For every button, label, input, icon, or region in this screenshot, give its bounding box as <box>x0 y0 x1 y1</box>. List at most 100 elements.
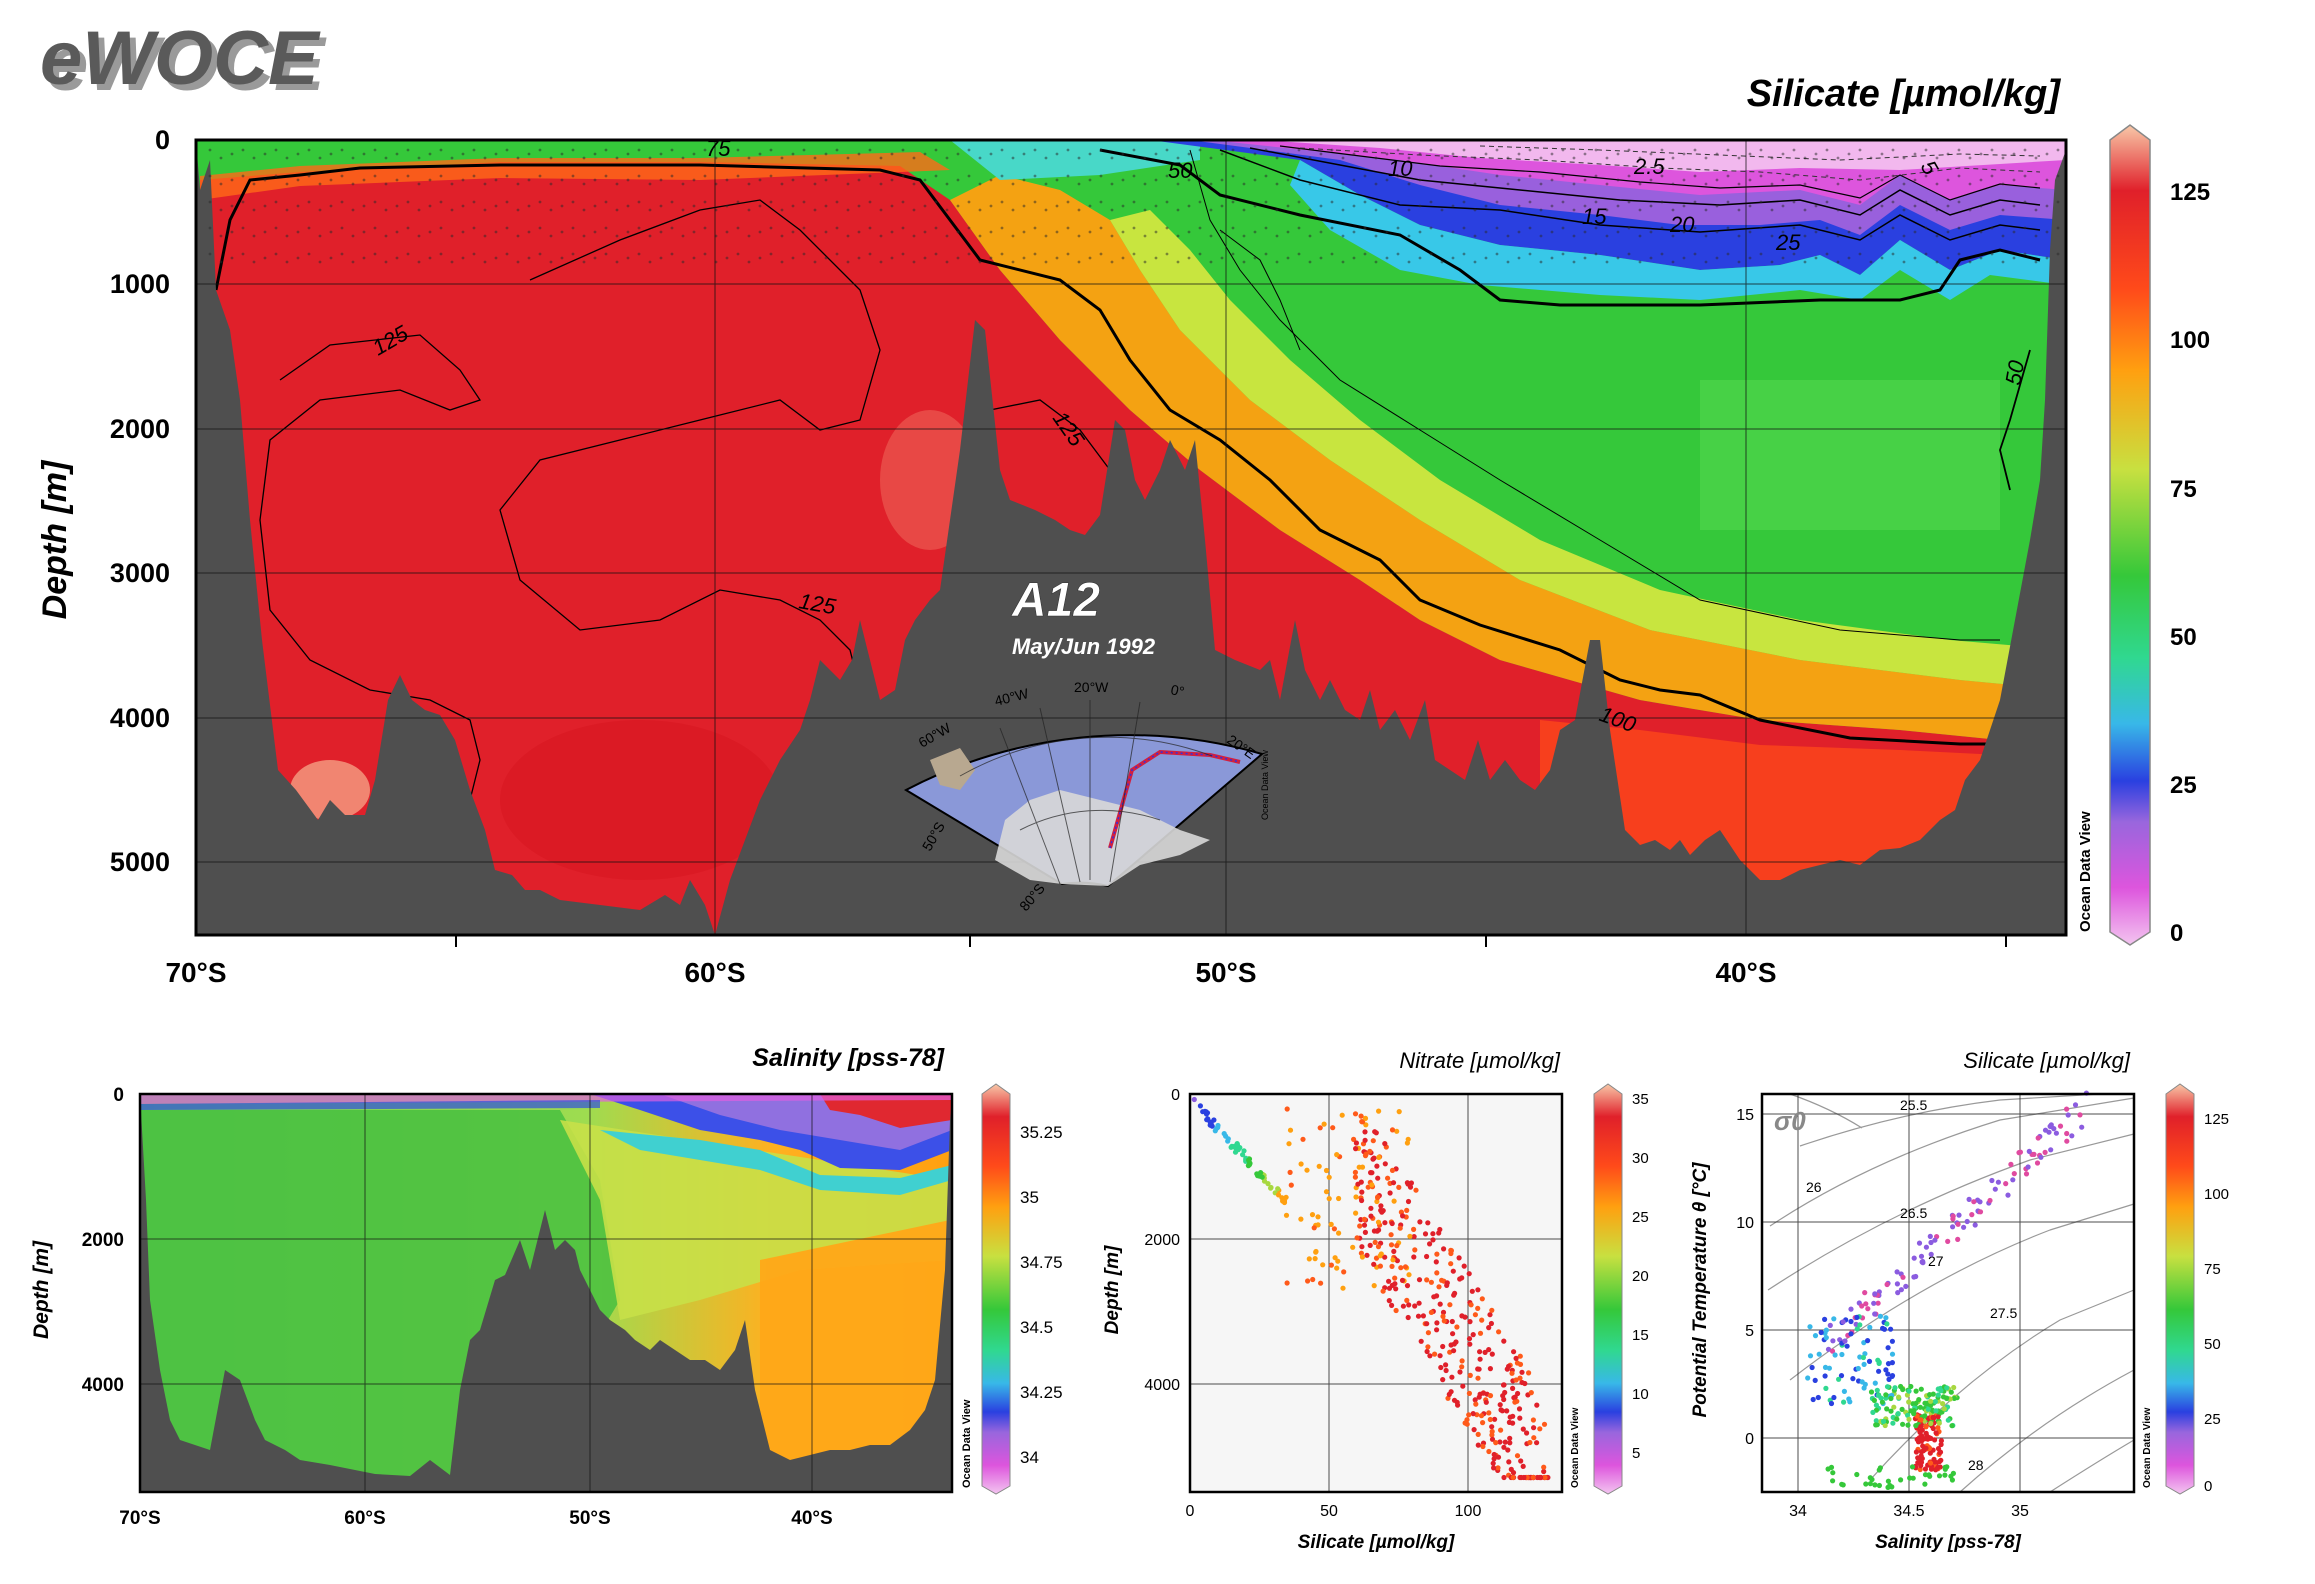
station-dot <box>1055 230 1059 234</box>
station-dot <box>571 148 575 152</box>
station-dot <box>956 178 960 182</box>
nitrate-point <box>1191 1096 1197 1103</box>
station-dot <box>1396 148 1400 152</box>
station-dot <box>1154 152 1158 156</box>
theta-s-point <box>1938 1441 1944 1448</box>
station-dot <box>1132 148 1136 152</box>
station-dot <box>428 230 432 234</box>
station-dot <box>1968 156 1972 160</box>
theta-s-point <box>1885 1361 1892 1367</box>
station-dot <box>472 200 476 204</box>
contour-thick-south <box>214 163 2000 746</box>
station-dot <box>1561 200 1565 204</box>
station-dot <box>989 152 993 156</box>
station-dot <box>1407 234 1411 238</box>
station-dot <box>1374 208 1378 212</box>
theta-s-point <box>1992 1186 1998 1192</box>
cruise-date: May/Jun 1992 <box>1012 634 1156 659</box>
nitrate-point <box>1305 1278 1311 1284</box>
station-dot <box>1660 148 1664 152</box>
station-dot <box>648 208 652 212</box>
nitrate-point <box>1450 1331 1456 1337</box>
nitrate-point <box>1440 1377 1446 1383</box>
colorbar-tick: 35 <box>1020 1188 1039 1207</box>
station-dot <box>274 200 278 204</box>
station-dot <box>1880 178 1884 182</box>
station-dot <box>1044 182 1048 186</box>
nitrate-point <box>1284 1280 1290 1286</box>
salinity-orange <box>760 1220 950 1460</box>
nitrate-point <box>1394 1243 1400 1249</box>
nitrate-point <box>1459 1364 1465 1370</box>
station-dot <box>373 174 377 178</box>
station-dot <box>835 148 839 152</box>
station-dot <box>1627 174 1631 178</box>
station-dot <box>2034 182 2038 186</box>
y-tick-label: 3000 <box>110 558 170 588</box>
station-dot <box>263 204 267 208</box>
station-dot <box>1770 260 1774 264</box>
station-dot <box>1935 208 1939 212</box>
nitrate-point <box>1486 1410 1492 1416</box>
station-dot <box>1715 152 1719 156</box>
station-dot <box>1682 256 1686 260</box>
nitrate-point <box>1386 1278 1392 1284</box>
nitrate-point <box>1336 1195 1342 1202</box>
station-dot <box>1979 256 1983 260</box>
isopycnal-labels: σ0 25.5 26 26.5 27 27.5 28 <box>1774 1097 2017 1473</box>
nitrate-point <box>1476 1366 1482 1372</box>
station-dot <box>483 234 487 238</box>
station-dot <box>1693 174 1697 178</box>
nitrate-point <box>1382 1254 1388 1260</box>
theta-s-point <box>1855 1365 1861 1372</box>
station-dot <box>494 178 498 182</box>
station-dot <box>1132 174 1136 178</box>
nitrate-point <box>1364 1252 1370 1258</box>
nitrate-point <box>1510 1385 1516 1391</box>
station-dot <box>1649 256 1653 260</box>
theta-s-point <box>1839 1351 1845 1358</box>
nitrate-point <box>1247 1160 1253 1166</box>
station-dot <box>582 208 586 212</box>
nitrate-point <box>1335 1258 1341 1264</box>
station-dot <box>1121 178 1125 182</box>
station-dot <box>1649 230 1653 234</box>
nitrate-point <box>1412 1303 1418 1309</box>
theta-s-point <box>1889 1484 1895 1490</box>
station-dot <box>417 156 421 160</box>
station-dot <box>307 148 311 152</box>
nitrate-point <box>1386 1298 1392 1304</box>
station-dot <box>978 182 982 186</box>
station-dot <box>538 148 542 152</box>
station-dot <box>901 226 905 230</box>
nitrate-point <box>1352 1111 1359 1117</box>
y-tick-label: 5 <box>1745 1323 1754 1340</box>
y-tick-label: 1000 <box>110 269 170 299</box>
theta-s-point <box>1860 1354 1866 1361</box>
station-dot <box>1847 204 1851 208</box>
nitrate-point <box>1504 1366 1510 1372</box>
station-dot <box>978 234 982 238</box>
station-dot <box>1033 226 1037 230</box>
station-dot <box>1770 156 1774 160</box>
theta-s-point <box>1848 1306 1854 1312</box>
logo: eWOCE <box>40 16 321 101</box>
x-tick-label: 70°S <box>165 957 226 988</box>
nitrate-point <box>1448 1389 1454 1395</box>
station-dot <box>395 204 399 208</box>
nitrate-point <box>1367 1242 1373 1248</box>
nitrate-point <box>1380 1288 1386 1294</box>
nitrate-point <box>1405 1198 1412 1205</box>
nitrate-point <box>1374 1163 1380 1169</box>
theta-s-point <box>1918 1417 1924 1423</box>
station-dot <box>1011 260 1015 264</box>
nitrate-frame <box>1188 1092 1564 1494</box>
station-dot <box>1396 200 1400 204</box>
station-dot <box>615 260 619 264</box>
theta-s-point <box>1918 1253 1925 1259</box>
nitrate-point <box>1390 1180 1397 1186</box>
station-dot <box>2056 174 2060 178</box>
station-dot <box>659 230 663 234</box>
theta-s-point <box>1938 1388 1944 1394</box>
